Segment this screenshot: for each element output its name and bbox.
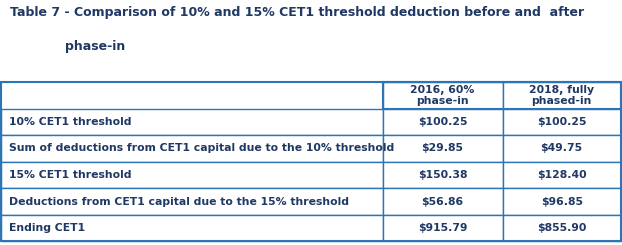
Bar — [503, 162, 621, 188]
Text: Sum of deductions from CET1 capital due to the 10% threshold: Sum of deductions from CET1 capital due … — [9, 143, 394, 153]
Bar — [383, 109, 503, 135]
Text: $100.25: $100.25 — [418, 117, 467, 127]
Text: Deductions from CET1 capital due to the 15% threshold: Deductions from CET1 capital due to the … — [9, 196, 349, 207]
Text: $855.90: $855.90 — [537, 223, 587, 233]
Text: 2016, 60%
phase-in: 2016, 60% phase-in — [411, 85, 475, 106]
Text: 15% CET1 threshold: 15% CET1 threshold — [9, 170, 131, 180]
Bar — [1, 188, 383, 215]
Bar — [1, 82, 621, 241]
Bar — [383, 162, 503, 188]
Bar — [503, 82, 621, 109]
Bar — [1, 215, 383, 241]
Bar — [1, 162, 383, 188]
Text: 10% CET1 threshold: 10% CET1 threshold — [9, 117, 131, 127]
Text: phase-in: phase-in — [65, 40, 126, 53]
Text: $29.85: $29.85 — [422, 143, 463, 153]
Bar — [1, 135, 383, 162]
Bar — [503, 188, 621, 215]
Bar — [383, 82, 621, 109]
Bar — [383, 82, 503, 109]
Text: Table 7 - Comparison of 10% and 15% CET1 threshold deduction before and  after: Table 7 - Comparison of 10% and 15% CET1… — [10, 6, 584, 19]
Bar — [383, 135, 503, 162]
Text: $49.75: $49.75 — [541, 143, 583, 153]
Text: $100.25: $100.25 — [537, 117, 587, 127]
Text: $915.79: $915.79 — [418, 223, 467, 233]
Text: $150.38: $150.38 — [418, 170, 467, 180]
Text: $128.40: $128.40 — [537, 170, 587, 180]
Bar — [503, 109, 621, 135]
Text: Ending CET1: Ending CET1 — [9, 223, 85, 233]
Text: 2018, fully
phased-in: 2018, fully phased-in — [529, 85, 594, 106]
Text: $56.86: $56.86 — [422, 196, 463, 207]
Text: $96.85: $96.85 — [541, 196, 583, 207]
Bar — [1, 109, 383, 135]
Bar — [503, 215, 621, 241]
Bar — [503, 135, 621, 162]
Bar — [383, 188, 503, 215]
Bar — [383, 215, 503, 241]
